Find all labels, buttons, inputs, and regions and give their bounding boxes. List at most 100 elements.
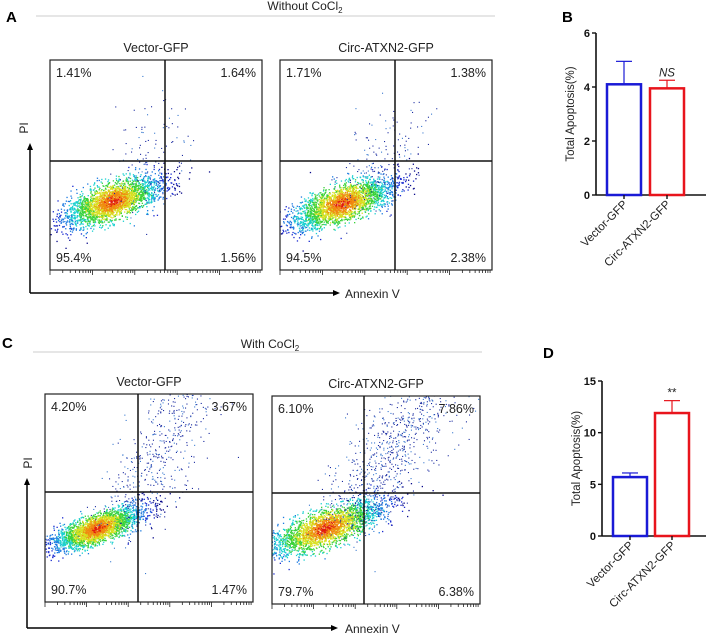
event-dot bbox=[69, 220, 71, 222]
event-dot bbox=[130, 217, 132, 219]
event-dot bbox=[145, 154, 147, 156]
event-dot bbox=[160, 189, 163, 191]
event-dot bbox=[337, 200, 339, 203]
event-dot bbox=[320, 197, 322, 199]
event-dot bbox=[320, 238, 322, 241]
event-dot bbox=[306, 220, 308, 222]
event-dot bbox=[89, 204, 91, 206]
event-dot bbox=[121, 183, 123, 185]
event-dot bbox=[79, 216, 81, 218]
event-dot bbox=[120, 200, 122, 202]
event-dot bbox=[348, 205, 350, 207]
event-dot bbox=[73, 202, 75, 204]
event-dot bbox=[136, 180, 138, 182]
event-dot bbox=[316, 216, 319, 218]
event-dot bbox=[328, 219, 330, 221]
event-dot bbox=[101, 200, 103, 202]
event-dot bbox=[98, 192, 100, 194]
event-dot bbox=[133, 175, 135, 177]
event-dot bbox=[113, 223, 115, 226]
event-dot bbox=[391, 200, 393, 202]
event-dot bbox=[316, 202, 318, 204]
event-dot bbox=[59, 215, 61, 217]
event-dot bbox=[135, 177, 137, 179]
event-dot bbox=[333, 214, 335, 217]
event-dot bbox=[161, 188, 164, 190]
event-dot bbox=[284, 209, 286, 211]
event-dot bbox=[344, 191, 347, 194]
event-dot bbox=[323, 221, 325, 223]
event-dot bbox=[131, 188, 133, 190]
event-dot bbox=[346, 197, 349, 199]
event-dot bbox=[188, 178, 191, 180]
event-dot bbox=[339, 222, 341, 224]
event-dot bbox=[120, 199, 123, 201]
event-dot bbox=[169, 178, 171, 181]
event-dot bbox=[97, 219, 99, 221]
event-dot bbox=[122, 198, 124, 200]
event-dot bbox=[337, 190, 339, 193]
event-dot bbox=[374, 201, 376, 203]
event-dot bbox=[350, 212, 352, 214]
event-dot bbox=[379, 203, 382, 205]
event-dot bbox=[347, 198, 349, 200]
event-dot bbox=[180, 192, 183, 194]
event-dot bbox=[114, 196, 116, 198]
event-dot bbox=[331, 200, 333, 202]
event-dot bbox=[138, 168, 141, 170]
event-dot bbox=[52, 218, 54, 220]
event-dot bbox=[64, 217, 66, 219]
event-dot bbox=[305, 223, 307, 225]
event-dot bbox=[325, 220, 327, 222]
event-dot bbox=[159, 182, 161, 184]
event-dot bbox=[343, 216, 345, 218]
event-dot bbox=[104, 218, 106, 220]
event-dot bbox=[316, 228, 318, 231]
event-dot bbox=[135, 183, 137, 185]
event-dot bbox=[297, 231, 299, 234]
event-dot bbox=[103, 202, 105, 204]
event-dot bbox=[367, 176, 369, 178]
event-dot bbox=[90, 198, 92, 200]
event-dot bbox=[352, 188, 354, 190]
event-dot bbox=[335, 212, 338, 214]
event-dot bbox=[323, 223, 325, 226]
event-dot bbox=[102, 205, 104, 208]
event-dot bbox=[337, 221, 339, 224]
event-dot bbox=[107, 221, 109, 223]
event-dot bbox=[107, 184, 109, 186]
event-dot bbox=[99, 195, 101, 197]
event-dot bbox=[381, 199, 384, 202]
event-dot bbox=[145, 198, 147, 200]
event-dot bbox=[89, 189, 91, 191]
event-dot bbox=[412, 163, 414, 165]
event-dot bbox=[92, 211, 94, 214]
event-dot bbox=[137, 177, 139, 179]
event-dot bbox=[146, 201, 148, 203]
event-dot bbox=[146, 197, 148, 199]
event-dot bbox=[103, 192, 105, 194]
event-dot bbox=[111, 213, 114, 216]
event-dot bbox=[358, 210, 361, 212]
event-dot bbox=[80, 233, 83, 235]
event-dot bbox=[67, 209, 69, 211]
event-dot bbox=[145, 203, 147, 205]
event-dot bbox=[349, 208, 351, 210]
event-dot bbox=[123, 188, 125, 190]
event-dot bbox=[145, 140, 147, 142]
event-dot bbox=[353, 178, 355, 180]
event-dot bbox=[81, 212, 83, 214]
event-dot bbox=[60, 222, 62, 224]
event-dot bbox=[133, 203, 135, 206]
event-dot bbox=[392, 181, 394, 183]
event-dot bbox=[88, 214, 90, 216]
event-dot bbox=[395, 173, 398, 175]
event-dot bbox=[123, 200, 125, 203]
event-dot bbox=[380, 181, 382, 183]
event-dot bbox=[339, 197, 341, 199]
event-dot bbox=[100, 201, 103, 203]
event-dot bbox=[333, 222, 335, 225]
event-dot bbox=[117, 200, 119, 202]
event-dot bbox=[333, 198, 335, 200]
event-dot bbox=[320, 227, 322, 229]
